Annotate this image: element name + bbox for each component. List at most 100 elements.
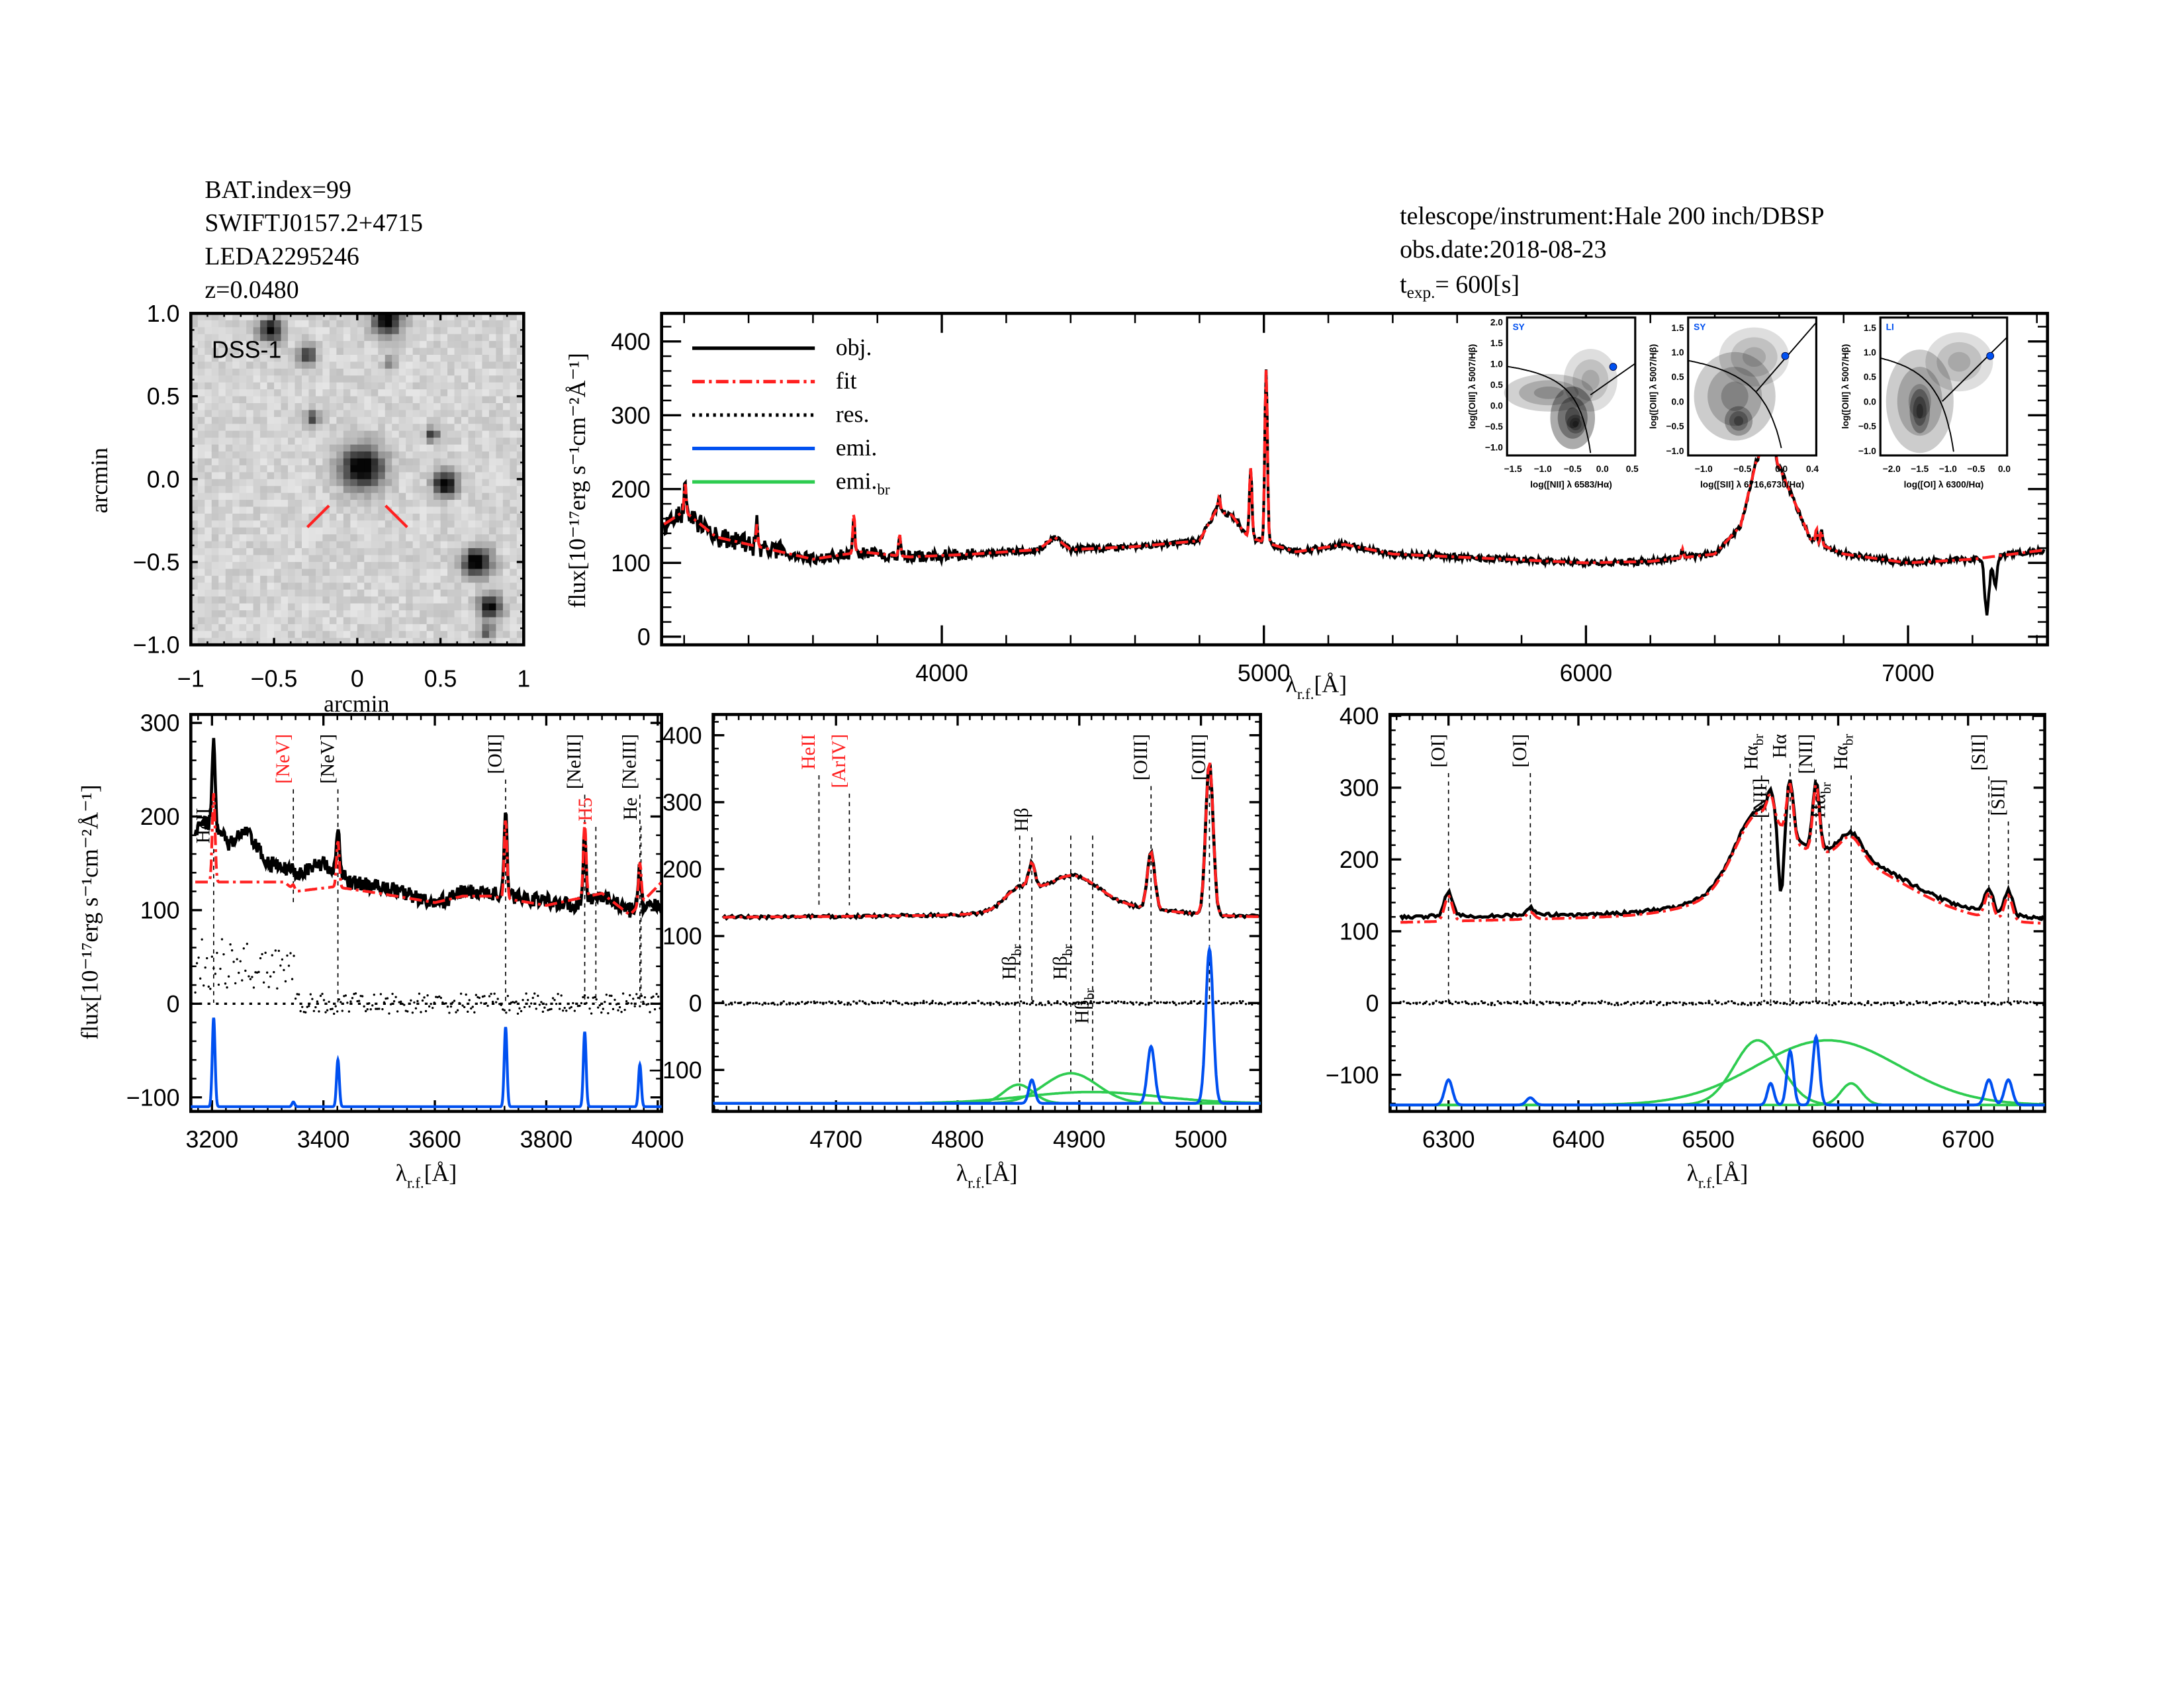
image-pixel [502, 541, 511, 549]
image-pixel [475, 354, 483, 363]
image-pixel [454, 458, 462, 466]
residual-point [1532, 1000, 1535, 1003]
residual-point [1522, 1000, 1525, 1003]
residual-point [962, 1002, 965, 1005]
image-pixel [496, 444, 504, 452]
image-pixel [357, 361, 365, 369]
image-pixel [308, 486, 316, 494]
image-pixel [253, 492, 261, 500]
image-pixel [232, 354, 240, 363]
residual-point [513, 1001, 516, 1004]
image-pixel [488, 375, 497, 383]
residual-point [1013, 1003, 1017, 1006]
residual-point [1639, 1002, 1642, 1005]
image-pixel [496, 596, 504, 604]
image-pixel [440, 555, 448, 563]
residual-point [743, 1004, 746, 1006]
image-pixel [475, 403, 483, 411]
image-pixel [197, 368, 206, 377]
residual-point [575, 1002, 578, 1006]
image-pixel [420, 438, 428, 445]
image-pixel [281, 583, 289, 590]
image-pixel [191, 513, 199, 522]
image-pixel [454, 589, 462, 597]
residual-point [1214, 1000, 1217, 1004]
image-pixel [239, 389, 247, 397]
image-pixel [274, 561, 282, 570]
residual-point [657, 995, 660, 998]
image-pixel [468, 596, 476, 604]
image-pixel [322, 389, 330, 397]
image-pixel [246, 624, 254, 632]
image-pixel [343, 583, 351, 590]
image-pixel [433, 631, 441, 639]
image-pixel [461, 375, 469, 383]
residual-point [1236, 1002, 1238, 1005]
image-pixel [488, 361, 497, 369]
image-pixel [329, 583, 338, 590]
image-pixel [468, 603, 476, 611]
image-pixel [302, 561, 310, 570]
image-pixel [482, 520, 490, 528]
image-pixel [426, 348, 434, 355]
residual-point [1701, 1002, 1704, 1005]
residual-point [2029, 1001, 2032, 1004]
image-pixel [191, 500, 199, 508]
image-pixel [482, 506, 490, 514]
image-pixel [426, 527, 434, 536]
image-pixel [211, 320, 220, 328]
image-pixel [385, 375, 393, 383]
image-pixel [260, 617, 268, 625]
image-pixel [239, 368, 247, 377]
residual-point [1251, 1003, 1253, 1006]
image-pixel [378, 527, 386, 536]
image-pixel [232, 334, 240, 342]
image-pixel [398, 410, 407, 418]
residual-point [540, 1001, 543, 1004]
image-pixel [364, 534, 372, 542]
x-tick-label: 4900 [1053, 1127, 1106, 1153]
image-pixel [468, 354, 476, 363]
residual-point [1471, 1003, 1473, 1006]
x-tick-label: −1.0 [1939, 464, 1957, 474]
image-pixel [385, 396, 393, 404]
residual-point [299, 1009, 302, 1013]
residual-point [279, 964, 282, 967]
line-marker-label: H5 [575, 798, 596, 821]
image-pixel [246, 500, 254, 508]
image-pixel [232, 506, 240, 514]
image-pixel [516, 555, 525, 563]
residual-point [883, 1000, 886, 1003]
image-pixel [426, 624, 434, 632]
residual-point [488, 995, 491, 998]
image-pixel [420, 327, 428, 335]
image-pixel [191, 361, 199, 369]
xlabel-sub: r.f. [407, 1175, 424, 1192]
image-pixel [260, 410, 268, 418]
legend-text: emi. [836, 467, 878, 494]
image-pixel [488, 320, 497, 328]
image-pixel [426, 327, 434, 335]
image-pixel [295, 375, 302, 383]
x-tick-label: −0.5 [1967, 464, 1985, 474]
image-pixel [191, 596, 199, 604]
image-pixel [454, 637, 462, 645]
image-pixel [426, 506, 434, 514]
image-pixel [260, 479, 268, 487]
image-pixel [357, 575, 365, 584]
image-pixel [350, 334, 358, 342]
image-pixel [350, 382, 358, 390]
image-pixel [205, 492, 212, 500]
residual-point [901, 1003, 904, 1006]
image-pixel [482, 589, 490, 597]
image-pixel [440, 534, 448, 542]
image-pixel [302, 520, 310, 528]
image-pixel [406, 430, 414, 439]
image-pixel [225, 472, 234, 480]
image-pixel [412, 513, 420, 522]
image-pixel [468, 541, 476, 549]
image-pixel [232, 534, 240, 542]
image-pixel [371, 424, 379, 432]
exposure-time: texp.= 600[s] [1400, 271, 1520, 302]
image-pixel [392, 541, 400, 549]
